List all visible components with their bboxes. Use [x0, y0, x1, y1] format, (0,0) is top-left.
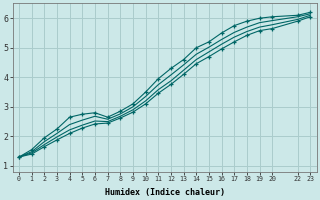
- X-axis label: Humidex (Indice chaleur): Humidex (Indice chaleur): [105, 188, 225, 197]
